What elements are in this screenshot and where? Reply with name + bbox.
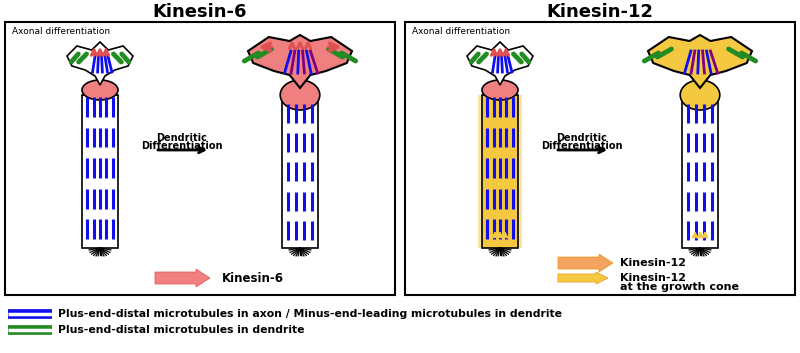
Polygon shape [282, 102, 318, 248]
Ellipse shape [82, 80, 118, 100]
Text: Differentiation: Differentiation [542, 141, 622, 151]
Ellipse shape [280, 80, 320, 110]
Text: Kinesin-6: Kinesin-6 [222, 271, 284, 285]
Ellipse shape [93, 249, 107, 259]
Text: Kinesin-12: Kinesin-12 [546, 3, 654, 21]
Polygon shape [682, 102, 718, 248]
Polygon shape [478, 95, 522, 248]
Ellipse shape [493, 249, 507, 259]
Polygon shape [82, 95, 118, 248]
Polygon shape [67, 42, 133, 85]
Text: Differentiation: Differentiation [142, 141, 222, 151]
Polygon shape [482, 95, 518, 248]
Ellipse shape [482, 80, 518, 100]
Text: Plus-end-distal microtubules in dendrite: Plus-end-distal microtubules in dendrite [58, 325, 305, 335]
Text: Plus-end-distal microtubules in axon / Minus-end-leading microtubules in dendrit: Plus-end-distal microtubules in axon / M… [58, 309, 562, 319]
Polygon shape [467, 42, 533, 85]
Ellipse shape [680, 80, 720, 110]
Text: Kinesin-12: Kinesin-12 [620, 258, 686, 268]
Text: Dendritic: Dendritic [157, 133, 207, 143]
Text: Kinesin-6: Kinesin-6 [153, 3, 247, 21]
FancyArrow shape [558, 254, 613, 272]
Ellipse shape [293, 249, 307, 259]
FancyArrow shape [558, 272, 608, 284]
Text: Axonal differentiation: Axonal differentiation [12, 27, 110, 36]
Text: Dendritic: Dendritic [557, 133, 607, 143]
Polygon shape [248, 35, 352, 88]
Text: at the growth cone: at the growth cone [620, 282, 739, 292]
Text: Axonal differentiation: Axonal differentiation [412, 27, 510, 36]
Polygon shape [405, 22, 795, 295]
Polygon shape [648, 35, 752, 88]
Ellipse shape [693, 249, 707, 259]
Polygon shape [5, 22, 395, 295]
Text: Kinesin-12: Kinesin-12 [620, 273, 686, 283]
FancyArrow shape [155, 269, 210, 287]
